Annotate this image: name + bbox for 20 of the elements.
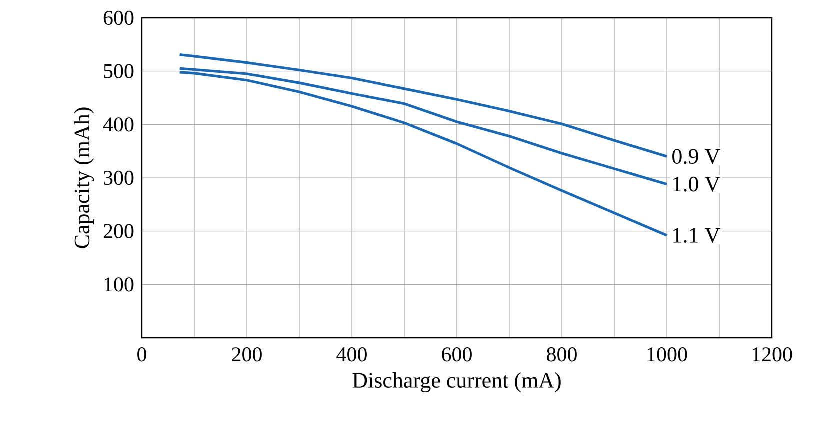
x-axis-title: Discharge current (mA) [352, 372, 561, 393]
x-tick-label: 0 [138, 348, 146, 362]
y-tick-label: 500 [104, 64, 134, 78]
series-label: 0.9 V [672, 149, 720, 164]
x-tick-label: 200 [232, 348, 262, 362]
x-tick-label: 400 [336, 348, 367, 362]
y-tick-label: 400 [103, 118, 134, 132]
y-tick-label: 300 [104, 170, 134, 186]
x-tick-label: 800 [547, 348, 577, 362]
x-tick-label: 600 [442, 348, 472, 362]
series-label: 1.1 V [674, 228, 720, 244]
y-tick-label: 600 [104, 10, 134, 26]
line-series [178, 71, 668, 237]
y-axis-title: Capacity (mAh) [74, 108, 94, 248]
x-tick-label: 1200 [752, 348, 792, 362]
line-series [178, 54, 668, 158]
y-tick-label: 200 [104, 224, 134, 238]
x-tick-label: 1000 [648, 348, 688, 362]
series-label: 1.0 V [674, 176, 720, 192]
y-tick-label: 100 [104, 278, 134, 292]
